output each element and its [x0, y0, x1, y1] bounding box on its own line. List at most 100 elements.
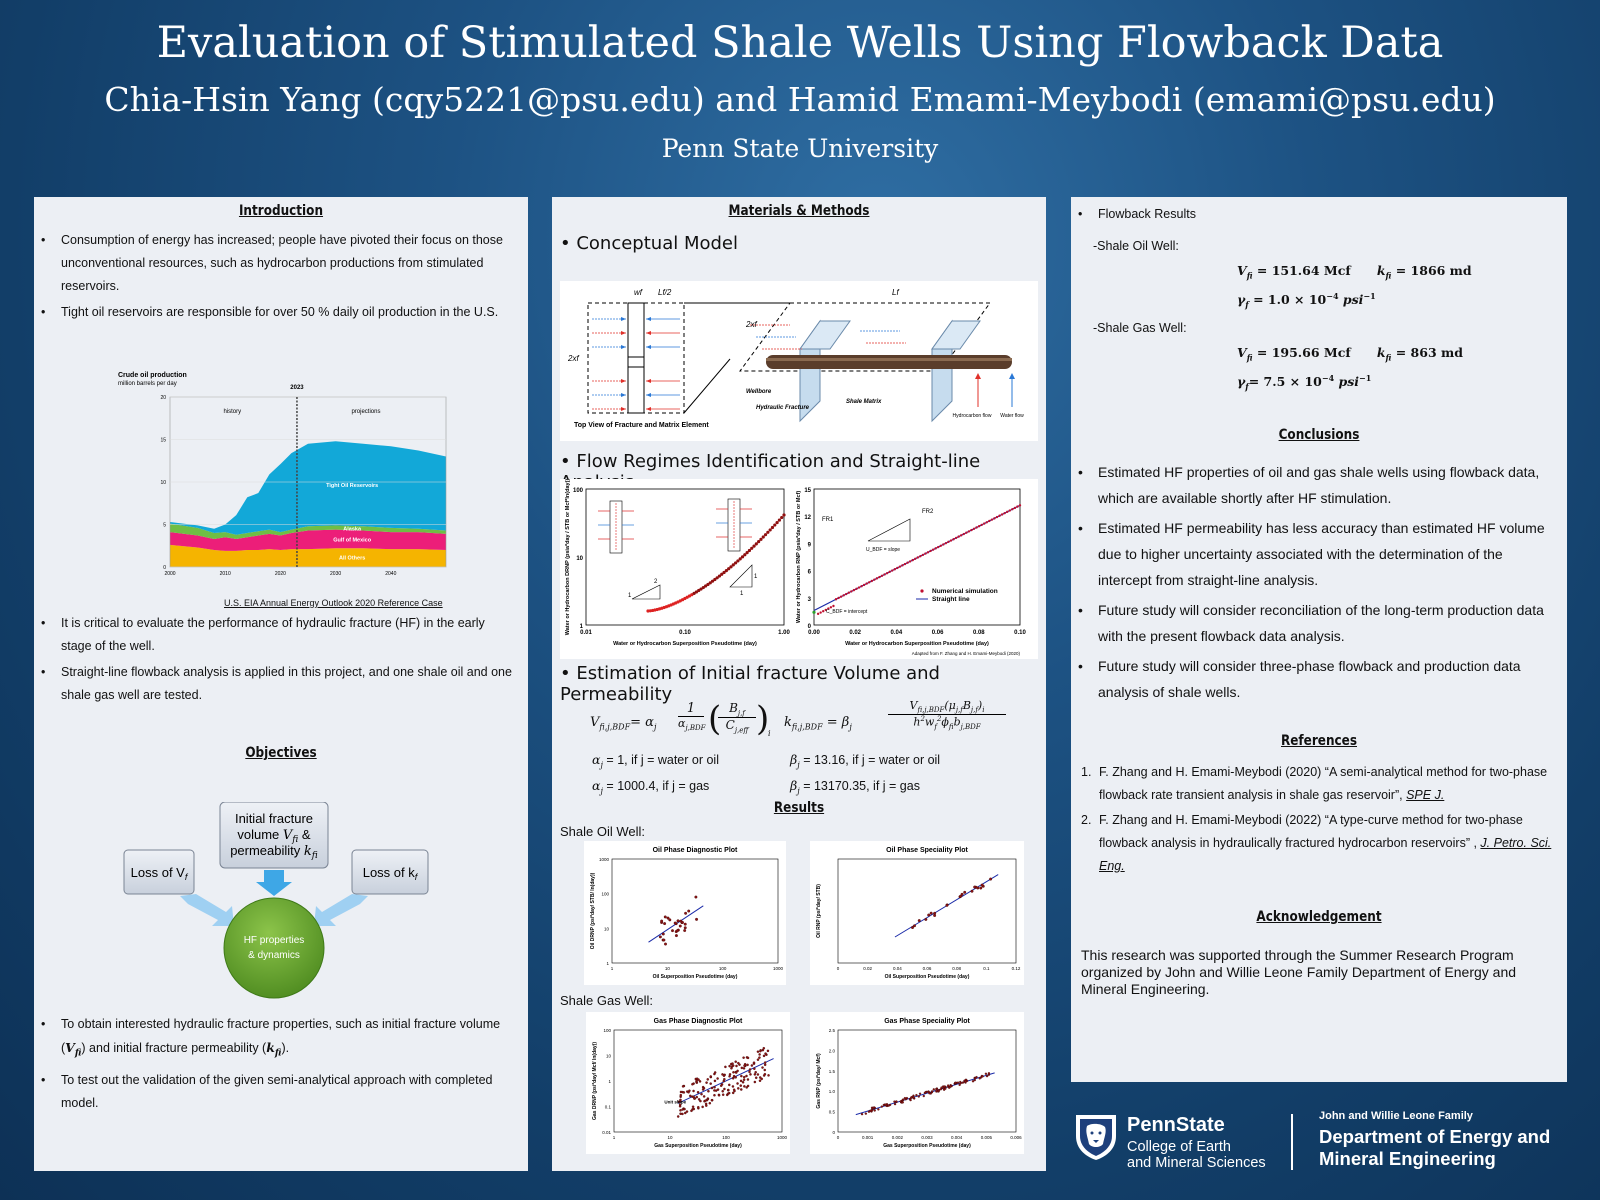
data-point: [696, 1090, 700, 1094]
plot-xlabel: Water or Hydrocarbon Superposition Pseud…: [845, 641, 989, 647]
area-series: [170, 529, 446, 551]
objective-circle: [223, 897, 325, 999]
data-point: [731, 1091, 735, 1095]
sim-point: [988, 519, 991, 523]
sim-point: [888, 570, 891, 574]
sim-point: [701, 585, 705, 590]
plot-title: Gas Phase Diagnostic Plot: [654, 1018, 743, 1025]
data-point: [973, 885, 977, 889]
data-point: [716, 1077, 719, 1080]
series-label: All Others: [339, 556, 365, 562]
plot-ytick: 10: [606, 1054, 612, 1059]
data-point: [730, 1067, 733, 1070]
slope-label: 1: [754, 574, 758, 580]
data-point: [717, 1094, 721, 1097]
plot-ytick: 12: [804, 515, 811, 521]
plot-xtick: 10: [665, 966, 671, 971]
data-point: [678, 924, 682, 928]
sim-point: [896, 566, 899, 570]
sim-point: [1011, 508, 1014, 511]
data-point: [884, 1103, 887, 1106]
plot-xtick: 1: [611, 966, 614, 971]
data-point: [736, 1082, 739, 1085]
label-shale-matrix: Shale Matrix: [846, 399, 882, 405]
sim-point: [731, 563, 735, 567]
sim-point: [916, 556, 919, 559]
sim-point: [967, 530, 971, 533]
series-label: Gulf of Mexico: [333, 537, 372, 543]
plot-xtick: 0.12: [1012, 966, 1021, 971]
plot-frame: [613, 1029, 783, 1133]
data-point: [754, 1071, 757, 1074]
reference-journal-link[interactable]: SPE J.: [1406, 788, 1445, 802]
data-point: [766, 1049, 770, 1053]
sim-point: [1003, 511, 1006, 515]
sim-point: [942, 543, 945, 546]
sim-point: [880, 574, 884, 577]
data-point: [666, 916, 670, 920]
data-point: [677, 1100, 681, 1104]
sim-point: [957, 535, 960, 538]
data-point: [676, 919, 680, 923]
sim-point: [901, 564, 904, 567]
sim-point: [827, 607, 830, 610]
data-point: [676, 1115, 680, 1118]
sim-point: [768, 528, 772, 532]
sim-point: [903, 562, 907, 566]
sim-point: [770, 525, 775, 530]
plot-ylabel: Water or Hydrocarbon DRNP (psia*day / ST…: [565, 479, 571, 635]
sim-point: [697, 588, 701, 593]
series-label: Tight Oil Reservoirs: [326, 483, 378, 489]
sim-point: [926, 551, 930, 554]
data-point: [741, 1081, 745, 1084]
sim-point: [914, 557, 917, 561]
data-point: [758, 1076, 762, 1079]
data-point: [737, 1087, 740, 1090]
label-wellbore: Wellbore: [746, 389, 772, 395]
data-point: [728, 1073, 732, 1076]
data-point: [727, 1088, 730, 1092]
objectives-diagram: Initial fracture volume Vfi & permeabili…: [123, 802, 429, 999]
data-point: [758, 1079, 762, 1082]
data-point: [760, 1077, 763, 1081]
chart-label-history: history: [223, 409, 241, 415]
plot-xtick: 1: [613, 1135, 616, 1140]
sim-point: [995, 515, 999, 519]
sim-point: [852, 588, 856, 592]
reference-journal-link[interactable]: J. Petro. Sci. Eng.: [1099, 836, 1552, 873]
college-line1: College of Earth: [1127, 1139, 1231, 1155]
area-series: [170, 544, 446, 567]
plot-ytick: 1000: [599, 857, 610, 862]
data-point: [690, 1109, 693, 1113]
plot-ytick: 6: [808, 570, 812, 576]
data-point: [745, 1086, 748, 1089]
poster-university: Penn State University: [661, 134, 939, 163]
data-point: [945, 903, 949, 907]
reference-item: 1. F. Zhang and H. Emami-Meybodi (2020) “…: [1081, 765, 1548, 802]
plot-xtick: 1000: [777, 1135, 788, 1140]
data-point: [762, 1054, 766, 1058]
data-point: [687, 1091, 690, 1094]
sim-point: [960, 534, 963, 537]
data-point: [671, 929, 674, 933]
dept-line2: Mineral Engineering: [1319, 1148, 1496, 1169]
data-point: [903, 1096, 907, 1100]
results-panel: Flowback Results -Shale Oil Well: Vfi = …: [1071, 197, 1567, 1082]
data-point: [970, 889, 974, 893]
sim-point: [845, 592, 848, 596]
plot-ytick: 1.0: [829, 1089, 836, 1094]
sim-point: [870, 579, 873, 583]
sim-point: [1013, 506, 1017, 510]
objective-right-label: Loss of kf: [363, 865, 419, 882]
oil-diagnostic-plot: Oil Phase Diagnostic Plot 1 10 100 1000 1 10 10…: [584, 841, 786, 985]
plot-frame: [813, 488, 1021, 626]
gas-speciality-plot: Gas Phase Speciality Plot 0 0.5 1.0 1.5 2.0 2.…: [810, 1012, 1024, 1154]
conclusion-bullet: Future study will consider three-phase f…: [1071, 653, 1567, 705]
data-point: [735, 1064, 738, 1068]
objective-bullet: To obtain interested hydraulic fracture …: [34, 1013, 528, 1066]
data-point: [961, 1081, 964, 1084]
data-point: [663, 922, 667, 926]
plot-note: Unit slope: [664, 1099, 686, 1104]
plot-ytick: 3: [808, 597, 812, 603]
data-point: [743, 1064, 746, 1068]
